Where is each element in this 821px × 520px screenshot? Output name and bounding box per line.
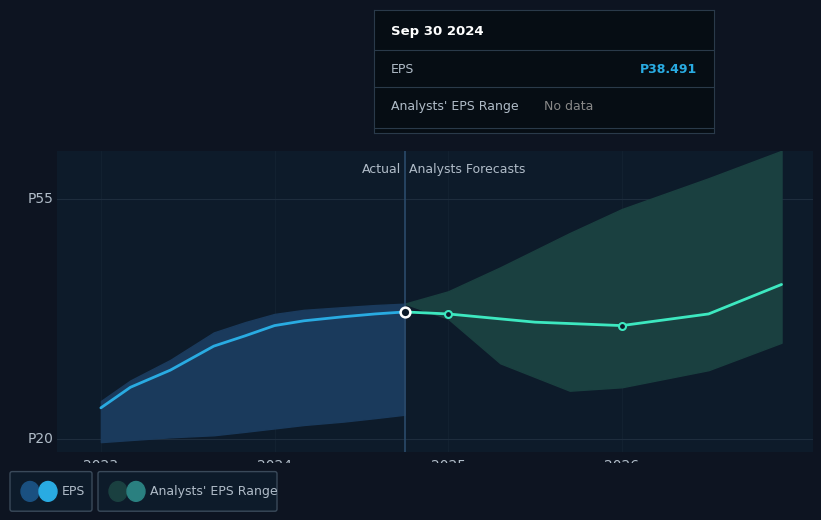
FancyBboxPatch shape (10, 472, 92, 511)
Circle shape (21, 482, 39, 501)
Text: P38.491: P38.491 (640, 62, 697, 75)
Text: P55: P55 (27, 192, 53, 206)
Text: Analysts Forecasts: Analysts Forecasts (409, 163, 525, 176)
Circle shape (109, 482, 127, 501)
FancyBboxPatch shape (98, 472, 277, 511)
Circle shape (127, 482, 145, 501)
Text: EPS: EPS (391, 62, 414, 75)
Circle shape (39, 482, 57, 501)
Text: No data: No data (544, 100, 594, 113)
Text: P20: P20 (27, 432, 53, 446)
Text: Actual: Actual (362, 163, 401, 176)
Text: Analysts' EPS Range: Analysts' EPS Range (391, 100, 518, 113)
Text: EPS: EPS (62, 485, 85, 498)
Text: Sep 30 2024: Sep 30 2024 (391, 24, 484, 37)
Text: Analysts' EPS Range: Analysts' EPS Range (150, 485, 277, 498)
